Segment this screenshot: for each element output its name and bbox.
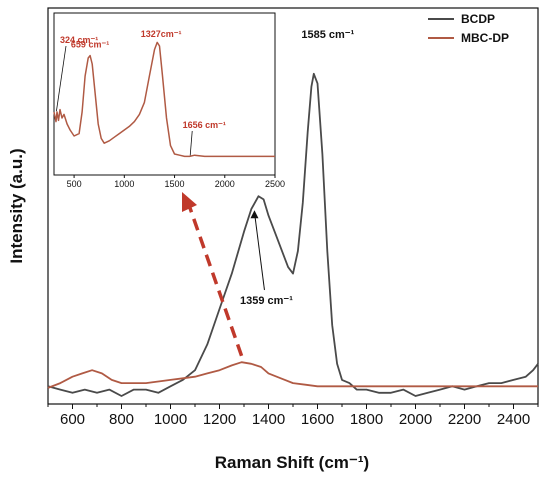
inset-annotation-1656-pointer bbox=[189, 130, 193, 156]
main-x-axis: 600 800 1000 1200 1400 1600 1800 2000 2200 2400 bbox=[47, 404, 539, 428]
legend-label-mbcdp: MBC-DP bbox=[461, 31, 509, 45]
inset-annotation-1656: 1656 cm⁻¹ bbox=[183, 120, 226, 130]
x-tick-label: 600 bbox=[60, 411, 85, 428]
legend: BCDP MBC-DP bbox=[428, 12, 509, 45]
legend-label-bcdp: BCDP bbox=[461, 12, 495, 26]
x-tick-label: 800 bbox=[109, 411, 134, 428]
x-tick-label: 1600 bbox=[301, 411, 334, 428]
x-tick-label: 1200 bbox=[203, 411, 236, 428]
annotation-1359-arrowhead bbox=[250, 210, 259, 219]
inset-x-tick-label: 500 bbox=[67, 179, 82, 189]
inset-annotation-324-pointer bbox=[56, 45, 67, 112]
x-tick-label: 1000 bbox=[154, 411, 187, 428]
dashed-arrow bbox=[182, 192, 244, 357]
y-axis-title: Intensity (a.u.) bbox=[7, 148, 26, 263]
inset-annotation-324: 324 cm⁻¹ bbox=[60, 35, 98, 45]
inset-annotation-659: 659 cm⁻¹ bbox=[71, 40, 109, 50]
series-line-bcdp bbox=[47, 72, 539, 397]
x-tick-label: 2000 bbox=[399, 411, 432, 428]
main-annotations: 1585 cm⁻¹ 1359 cm⁻¹ bbox=[240, 29, 355, 307]
inset-x-tick-label: 2000 bbox=[215, 179, 235, 189]
inset-annotation-1327: 1327cm⁻¹ bbox=[141, 29, 182, 39]
main-series-group bbox=[47, 72, 539, 397]
inset-x-tick-label: 1000 bbox=[114, 179, 134, 189]
dashed-arrow-head bbox=[182, 192, 197, 212]
x-tick-label: 1800 bbox=[350, 411, 383, 428]
inset-x-tick-label: 2500 bbox=[265, 179, 285, 189]
annotation-1585: 1585 cm⁻¹ bbox=[301, 29, 354, 41]
dashed-arrow-line bbox=[188, 207, 244, 357]
x-tick-label: 1400 bbox=[252, 411, 285, 428]
inset-x-tick-label: 1500 bbox=[165, 179, 185, 189]
inset-series-group bbox=[53, 41, 275, 158]
x-tick-label: 2200 bbox=[448, 411, 481, 428]
x-tick-label: 2400 bbox=[497, 411, 530, 428]
inset-x-axis: 500 1000 1500 2000 2500 bbox=[67, 175, 285, 189]
x-axis-title: Raman Shift (cm⁻¹) bbox=[215, 453, 369, 472]
inset-series-line-mbcdp bbox=[53, 41, 275, 158]
annotation-1359: 1359 cm⁻¹ bbox=[240, 295, 293, 307]
annotation-1359-pointer bbox=[253, 212, 265, 291]
series-line-mbcdp bbox=[47, 361, 538, 389]
